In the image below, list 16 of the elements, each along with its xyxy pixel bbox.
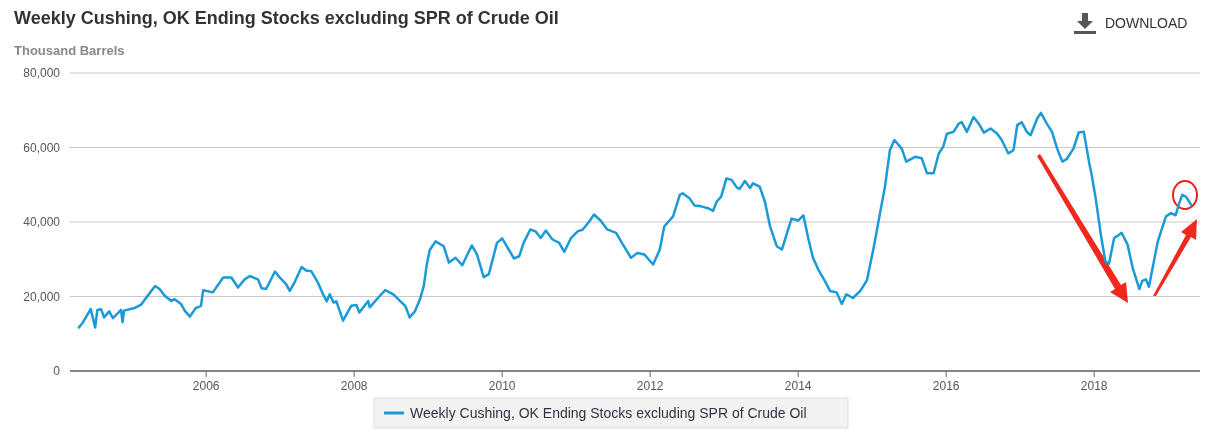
y-tick-label: 60,000 — [23, 140, 61, 155]
y-tick-label: 40,000 — [23, 215, 61, 230]
chart-title: Weekly Cushing, OK Ending Stocks excluding SPR of Crude Oil — [14, 8, 559, 28]
y-tick-label: 0 — [53, 364, 61, 379]
y-axis-title: Thousand Barrels — [14, 43, 125, 58]
x-tick-label: 2012 — [636, 379, 664, 393]
x-tick-label: 2010 — [488, 379, 516, 393]
x-tick-label: 2018 — [1080, 379, 1108, 393]
x-tick-label: 2014 — [784, 379, 812, 393]
x-tick-label: 2016 — [932, 379, 960, 393]
x-tick-label: 2008 — [340, 379, 368, 393]
x-tick-label: 2006 — [192, 379, 220, 393]
legend-label: Weekly Cushing, OK Ending Stocks excluding SPR of Crude Oil — [410, 404, 807, 421]
y-tick-label: 20,000 — [23, 289, 61, 304]
text: DOWNLOAD — [1105, 15, 1188, 31]
y-tick-label: 80,000 — [23, 66, 61, 81]
